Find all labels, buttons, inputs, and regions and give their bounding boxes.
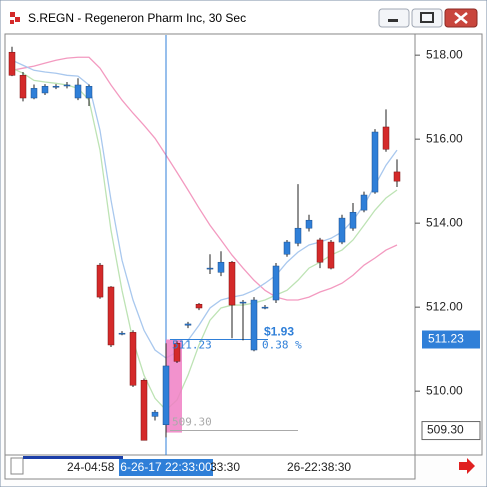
- candle-body: [96, 264, 104, 298]
- level-tag: 509.30: [427, 423, 464, 437]
- selection-highlight: [166, 339, 182, 433]
- price-change: $1.93: [264, 325, 294, 339]
- candle-body: [85, 85, 93, 99]
- price-axis: [414, 33, 483, 456]
- candle-body: [63, 84, 71, 87]
- candle-body: [140, 379, 148, 441]
- candle-body: [327, 241, 335, 269]
- window-title: S.REGN - Regeneron Pharm Inc, 30 Sec: [28, 11, 246, 25]
- level-tag-bg: [421, 421, 481, 441]
- candle-body: [305, 219, 313, 229]
- candle-body: [41, 85, 49, 94]
- moving-average: [11, 56, 398, 301]
- price-tag: 511.23: [428, 332, 464, 346]
- app-icon: [10, 12, 20, 24]
- candle-body: [30, 88, 38, 99]
- candle-body: [294, 227, 302, 244]
- candle-body: [239, 301, 247, 304]
- x-tick-label: 33:30: [210, 460, 240, 474]
- candle-body: [19, 75, 27, 99]
- candle-body: [151, 411, 159, 417]
- candle-body: [118, 332, 126, 335]
- candle-body: [173, 343, 181, 362]
- candle-body: [107, 286, 115, 346]
- x-tick-label: 26-22:38:30: [287, 460, 351, 474]
- minimize-button[interactable]: [378, 8, 410, 28]
- candle-body: [338, 217, 346, 243]
- plot-area: [4, 33, 416, 456]
- candle-body: [316, 239, 324, 263]
- price-tag-bg: [422, 330, 480, 349]
- candle-body: [129, 332, 137, 386]
- candle-body: [74, 84, 82, 99]
- maximize-button[interactable]: [411, 8, 443, 28]
- candle-body: [371, 131, 379, 193]
- candle-body: [228, 261, 236, 306]
- crosshair-price-label: 511.23: [172, 339, 212, 352]
- y-tick-label: 514.00: [426, 215, 463, 229]
- candle-body: [195, 303, 203, 309]
- y-tick-label: 510.00: [426, 383, 463, 397]
- candle-body: [162, 365, 170, 426]
- scroll-handle[interactable]: [10, 457, 24, 475]
- candle-body: [382, 126, 390, 150]
- candle-body: [8, 51, 16, 76]
- scrollbar[interactable]: [23, 456, 123, 459]
- crosshair-time-bg: [119, 459, 213, 476]
- crosshair-time: 6-26-17 22:33:00: [120, 460, 212, 474]
- candle-body: [184, 323, 192, 326]
- close-button[interactable]: [444, 8, 478, 28]
- percent-change: 0.38 %: [262, 339, 302, 352]
- level-label: 509.30: [172, 416, 212, 429]
- candle-body: [261, 306, 269, 309]
- y-tick-label: 516.00: [426, 131, 463, 145]
- candle-body: [250, 299, 258, 351]
- candle-body: [206, 267, 214, 270]
- y-tick-label: 512.00: [426, 299, 463, 313]
- candle-body: [349, 211, 357, 229]
- candle-body: [217, 261, 225, 273]
- moving-average: [11, 59, 398, 359]
- y-tick-label: 518.00: [426, 47, 463, 61]
- scroll-right-arrow[interactable]: [459, 458, 475, 474]
- candle-body: [283, 241, 291, 255]
- candle-body: [272, 265, 280, 301]
- candle-body: [360, 194, 368, 211]
- candle-body: [52, 85, 60, 88]
- x-tick-label: 24-04:58: [67, 460, 115, 474]
- candle-body: [393, 171, 401, 182]
